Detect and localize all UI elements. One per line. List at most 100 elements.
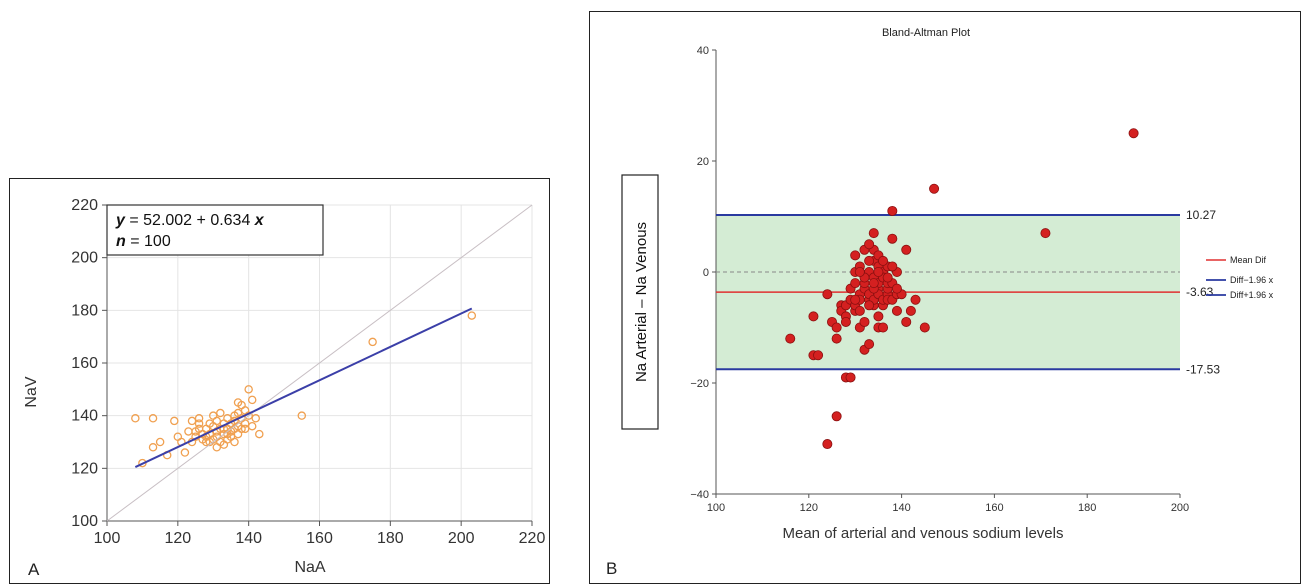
panel-a-data-point — [170, 416, 179, 426]
panel-a-data-point — [187, 416, 197, 426]
panel-a-data-point — [180, 448, 190, 457]
panel-b-x-tick-label: 100 — [707, 502, 725, 514]
panel-b-y-tick-label: 0 — [703, 267, 709, 279]
panel-a-scatter-plot: 100 120 140 160 180 200 220 100 120 140 160 180 200 2… — [9, 178, 550, 584]
panel-a-axes — [102, 204, 533, 526]
panel-a-y-tick-label: 140 — [71, 408, 98, 425]
panel-b-data-point — [901, 244, 912, 255]
panel-b-data-point — [887, 205, 898, 216]
panel-b-y-axis-label: Na Arterial – Na Venous — [633, 222, 650, 382]
panel-b-data-point — [822, 439, 833, 450]
panel-b-data-point — [878, 322, 889, 333]
panel-b-data-point — [808, 311, 819, 322]
panel-b-data-point — [864, 239, 875, 250]
panel-a-data-point — [297, 411, 307, 420]
panel-b-plot-svg: Bland-Altman Plot 100 120 140 160 180 2004020… — [606, 27, 1274, 578]
panel-b-upper-loa-label: 10.27 — [1186, 208, 1216, 222]
panel-b-data-point — [887, 261, 898, 272]
panel-a-data-point — [244, 385, 253, 394]
panel-b-data-point — [845, 372, 856, 383]
legend-mean-label: Mean Dif — [1230, 255, 1267, 265]
panel-b-data-point — [873, 266, 884, 277]
panel-b-lower-loa-label: -17.53 — [1186, 362, 1220, 376]
panel-b-x-tick-label: 200 — [1171, 502, 1189, 514]
panel-b-title: Bland-Altman Plot — [882, 27, 970, 39]
panel-b-data-point — [854, 305, 865, 316]
panel-b-data-point — [910, 294, 921, 305]
panel-b-data-point — [901, 316, 912, 327]
panel-a-y-tick-label: 100 — [71, 513, 98, 530]
panel-a-x-tick-label: 160 — [306, 530, 333, 547]
panel-b-data-point — [868, 278, 879, 289]
panel-a-data-point — [240, 406, 250, 415]
panel-b-x-tick-label: 140 — [892, 502, 910, 514]
panel-b-y-tick-label: −20 — [690, 378, 709, 390]
panel-b-data-point — [868, 228, 879, 239]
panel-b-data-point — [1040, 228, 1051, 239]
panel-a-data-point — [251, 414, 260, 423]
panel-a-data-point — [368, 337, 377, 347]
panel-a-data-point — [233, 408, 243, 418]
panel-a-data-point — [467, 311, 477, 320]
panel-a-identity-line — [106, 204, 533, 522]
panel-b-data-point — [850, 278, 861, 289]
panel-b-y-label-box — [621, 174, 659, 430]
panel-a-lines — [106, 204, 533, 522]
panel-a-data-point — [233, 429, 243, 439]
panel-b-data-point — [919, 322, 930, 333]
legend-upper-label: Diff+1.96 x — [1230, 290, 1274, 300]
panel-b-data-point — [831, 333, 842, 344]
panel-a-letter: A — [28, 560, 40, 579]
panel-a-ticks: 100 120 140 160 180 200 220 100 120 140 160 180 200 2… — [71, 197, 545, 547]
panel-a-data-point — [155, 437, 165, 447]
panel-a-plot-svg: 100 120 140 160 180 200 220 100 120 140 160 180 200 2… — [23, 197, 545, 579]
panel-b-data-point — [840, 316, 851, 327]
panel-b-x-tick-label: 120 — [800, 502, 818, 514]
panel-a-x-tick-label: 220 — [519, 530, 546, 547]
panel-a-data-point — [201, 437, 211, 447]
panel-b-data-point — [864, 300, 875, 311]
panel-b-data-point — [859, 316, 870, 327]
panel-a-data-point — [201, 424, 211, 434]
panel-a-data-point — [212, 443, 222, 452]
panel-b-data-point — [891, 283, 902, 294]
panel-a-x-tick-label: 140 — [235, 530, 262, 547]
panel-b-legend: Mean Dif Diff−1.96 x Diff+1.96 x — [1206, 255, 1274, 300]
panel-b-data-point — [878, 255, 889, 266]
panel-a-data-point — [191, 427, 200, 436]
legend-lower-label: Diff−1.96 x — [1230, 275, 1274, 285]
panel-b-lines — [716, 214, 1180, 371]
panel-a-data-point — [194, 414, 204, 423]
panel-a-regression-line — [134, 307, 473, 468]
panel-a-data-point — [255, 429, 264, 439]
panel-b-y-tick-label: 20 — [697, 156, 709, 168]
panel-b-x-tick-label: 180 — [1078, 502, 1096, 514]
panel-b-data-point — [831, 322, 842, 333]
panel-b-data-point — [864, 255, 875, 266]
panel-a-data-point — [131, 414, 140, 423]
panel-a-data-point — [184, 427, 193, 436]
panel-b-x-axis-label: Mean of arterial and venous sodium level… — [783, 525, 1064, 542]
panel-b-data-point — [905, 305, 916, 316]
panel-a-regression-equation: y = 52.002 + 0.634 x — [115, 212, 265, 229]
panel-b-y-tick-label: 40 — [697, 45, 709, 57]
panel-a-data-point — [216, 408, 225, 418]
panel-b-data-point — [813, 350, 824, 361]
panel-b-data-point — [854, 266, 865, 277]
panel-b-bland-altman-plot: Bland-Altman Plot 100 120 140 160 180 200 40 20… — [589, 11, 1301, 584]
panel-b-data-point — [929, 183, 940, 194]
panel-a-legend-box: y = 52.002 + 0.634 x n = 100 — [106, 204, 324, 256]
panel-b-data-point — [785, 333, 796, 344]
panel-b-data-point — [887, 233, 898, 244]
panel-a-data-point — [148, 443, 158, 452]
panel-a-sample-size: n = 100 — [116, 233, 171, 250]
panel-a-y-tick-label: 180 — [71, 302, 98, 319]
panel-b-data-point — [891, 305, 902, 316]
panel-a-data-point — [230, 437, 239, 447]
panel-a-data-point — [240, 424, 250, 434]
panel-b-data-point — [831, 411, 842, 422]
panel-b-data-point — [850, 294, 861, 305]
panel-b-data-point — [864, 339, 875, 350]
panel-a-y-tick-label: 200 — [71, 250, 98, 267]
panel-a-y-tick-label: 220 — [71, 197, 98, 214]
